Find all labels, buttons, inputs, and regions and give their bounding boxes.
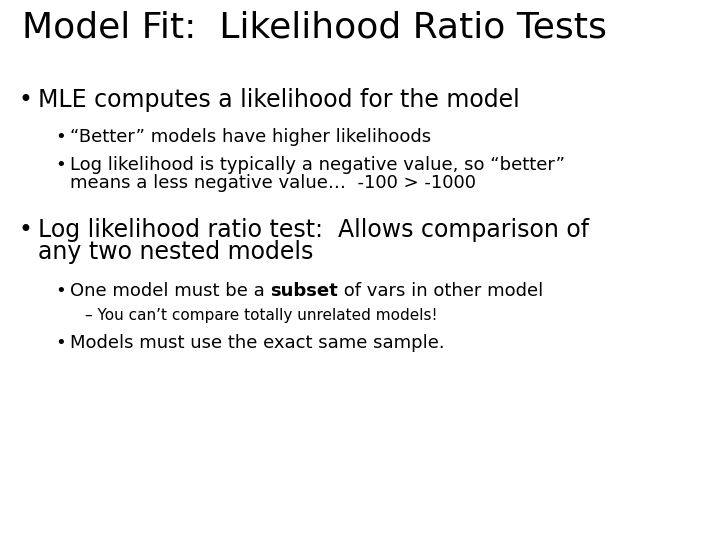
Text: “Better” models have higher likelihoods: “Better” models have higher likelihoods bbox=[70, 128, 431, 146]
Text: Model Fit:  Likelihood Ratio Tests: Model Fit: Likelihood Ratio Tests bbox=[22, 10, 607, 44]
Text: •: • bbox=[55, 128, 66, 146]
Text: •: • bbox=[18, 88, 32, 112]
Text: •: • bbox=[55, 156, 66, 174]
Text: Log likelihood ratio test:  Allows comparison of: Log likelihood ratio test: Allows compar… bbox=[38, 218, 589, 242]
Text: any two nested models: any two nested models bbox=[38, 240, 313, 264]
Text: Models must use the exact same sample.: Models must use the exact same sample. bbox=[70, 334, 445, 352]
Text: subset: subset bbox=[271, 282, 338, 300]
Text: Log likelihood is typically a negative value, so “better”: Log likelihood is typically a negative v… bbox=[70, 156, 565, 174]
Text: – You can’t compare totally unrelated models!: – You can’t compare totally unrelated mo… bbox=[85, 308, 438, 323]
Text: One model must be a: One model must be a bbox=[70, 282, 271, 300]
Text: •: • bbox=[55, 334, 66, 352]
Text: of vars in other model: of vars in other model bbox=[338, 282, 544, 300]
Text: means a less negative value…  -100 > -1000: means a less negative value… -100 > -100… bbox=[70, 174, 476, 192]
Text: MLE computes a likelihood for the model: MLE computes a likelihood for the model bbox=[38, 88, 520, 112]
Text: •: • bbox=[18, 218, 32, 242]
Text: •: • bbox=[55, 282, 66, 300]
